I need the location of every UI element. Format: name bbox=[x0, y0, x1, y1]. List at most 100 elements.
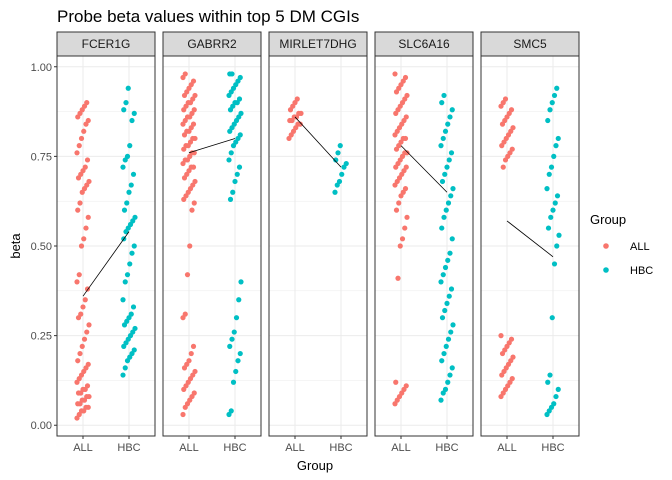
data-point bbox=[443, 207, 449, 213]
data-point bbox=[76, 272, 82, 278]
legend-label: ALL bbox=[630, 241, 650, 253]
data-point bbox=[447, 372, 453, 378]
chart-title: Probe beta values within top 5 DM CGIs bbox=[57, 7, 359, 26]
data-point bbox=[121, 207, 128, 213]
data-point bbox=[191, 107, 197, 113]
data-point bbox=[86, 393, 92, 400]
data-point bbox=[78, 135, 85, 142]
legend-key bbox=[603, 243, 609, 249]
data-point bbox=[85, 214, 91, 220]
data-point bbox=[442, 307, 448, 314]
data-point bbox=[332, 189, 338, 195]
data-point bbox=[445, 257, 451, 263]
data-point bbox=[127, 143, 133, 149]
data-point bbox=[84, 157, 91, 163]
x-tick-label: HBC bbox=[329, 442, 352, 454]
gridlines bbox=[57, 56, 155, 436]
x-axis-title: Group bbox=[297, 458, 333, 473]
data-point bbox=[402, 186, 409, 192]
data-point bbox=[81, 336, 88, 342]
data-point bbox=[450, 322, 456, 328]
data-point bbox=[237, 74, 243, 81]
data-point bbox=[237, 132, 243, 138]
data-point bbox=[544, 186, 550, 192]
data-point bbox=[336, 178, 343, 185]
data-point bbox=[403, 164, 409, 170]
data-point bbox=[132, 214, 138, 220]
data-point bbox=[230, 379, 237, 385]
data-point bbox=[396, 200, 402, 206]
facet-strip bbox=[56, 31, 156, 57]
data-point bbox=[74, 279, 80, 285]
gridlines bbox=[481, 56, 579, 436]
data-point bbox=[184, 272, 191, 278]
data-point bbox=[337, 143, 343, 149]
facet-strip-label: MIRLET7DHG bbox=[279, 37, 356, 51]
data-point bbox=[445, 121, 451, 127]
x-tick-label: ALL bbox=[285, 442, 305, 454]
data-point bbox=[545, 117, 551, 124]
facet-strip-label: FCER1G bbox=[82, 37, 131, 51]
data-point bbox=[553, 143, 559, 149]
data-point bbox=[551, 401, 557, 407]
data-point bbox=[442, 171, 448, 177]
data-point bbox=[402, 225, 408, 231]
data-point bbox=[556, 232, 562, 238]
data-point bbox=[448, 193, 454, 199]
data-point bbox=[237, 350, 243, 357]
mean-line bbox=[400, 145, 448, 193]
data-point bbox=[393, 207, 400, 213]
data-point bbox=[443, 343, 449, 349]
data-point bbox=[131, 347, 137, 353]
facet-strip bbox=[268, 31, 368, 57]
data-point bbox=[399, 236, 406, 242]
data-point bbox=[81, 236, 87, 242]
data-point bbox=[298, 110, 304, 116]
data-point bbox=[180, 411, 186, 418]
series-hbc bbox=[438, 92, 456, 403]
data-point bbox=[187, 243, 193, 249]
data-point bbox=[85, 404, 91, 410]
data-point bbox=[441, 214, 447, 220]
data-point bbox=[227, 343, 233, 349]
data-point bbox=[446, 157, 452, 163]
data-point bbox=[226, 157, 232, 163]
y-tick-label: 0.50 bbox=[31, 241, 52, 253]
data-point bbox=[229, 336, 235, 342]
data-point bbox=[124, 272, 131, 278]
data-point bbox=[442, 386, 449, 392]
data-point bbox=[445, 336, 452, 342]
data-point bbox=[545, 225, 552, 231]
y-tick-label: 0.25 bbox=[31, 331, 52, 343]
data-point bbox=[438, 279, 444, 285]
data-point bbox=[182, 311, 188, 317]
data-point bbox=[403, 383, 409, 389]
x-tick-label: HBC bbox=[117, 442, 140, 454]
data-point bbox=[77, 350, 83, 357]
data-point bbox=[439, 225, 445, 231]
data-point bbox=[84, 329, 90, 335]
panel-border bbox=[162, 55, 262, 437]
data-point bbox=[510, 354, 516, 360]
data-point bbox=[191, 390, 197, 396]
legend-entry-all: ALL bbox=[603, 241, 650, 253]
data-point bbox=[439, 315, 446, 321]
data-point bbox=[554, 243, 560, 249]
data-point bbox=[449, 236, 455, 242]
data-point bbox=[508, 107, 515, 113]
mean-line bbox=[294, 116, 342, 168]
data-point bbox=[235, 358, 241, 364]
x-tick-label: ALL bbox=[497, 442, 517, 454]
data-point bbox=[228, 408, 234, 414]
facet-panel-mirlet7dhg: MIRLET7DHG ALL HBC bbox=[268, 31, 368, 454]
data-point bbox=[402, 135, 409, 142]
data-point bbox=[439, 178, 446, 185]
data-point bbox=[444, 164, 450, 170]
legend: Group ALL HBC bbox=[590, 212, 653, 277]
data-point bbox=[238, 279, 244, 285]
data-point bbox=[82, 297, 88, 303]
y-tick-label: 0.00 bbox=[31, 420, 52, 432]
data-point bbox=[554, 85, 560, 91]
facet-strip bbox=[480, 31, 580, 57]
data-point bbox=[509, 376, 515, 382]
